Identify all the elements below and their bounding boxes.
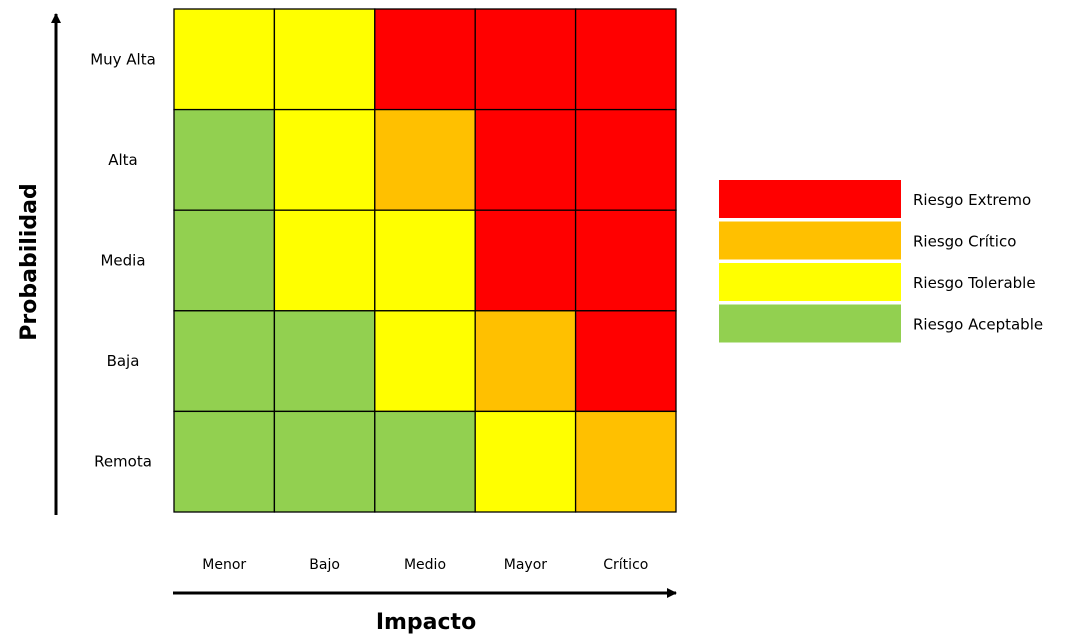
risk-cell-extremo bbox=[374, 8, 476, 111]
risk-cell-extremo bbox=[474, 8, 577, 111]
risk-cell-extremo bbox=[574, 209, 677, 312]
risk-grid bbox=[173, 8, 677, 513]
legend: Riesgo Extremo Riesgo Crítico Riesgo Toler… bbox=[719, 180, 1043, 343]
risk-cell-extremo bbox=[574, 310, 677, 413]
risk-cell-tolerable bbox=[173, 8, 276, 111]
risk-cell-aceptable bbox=[173, 310, 276, 413]
risk-cell-tolerable bbox=[374, 310, 476, 413]
column-labels: Menor Bajo Medio Mayor Crítico bbox=[202, 557, 648, 573]
risk-cell-tolerable bbox=[273, 8, 376, 111]
risk-cell-extremo bbox=[574, 108, 677, 211]
column-label: Menor bbox=[202, 557, 246, 573]
risk-cell-tolerable bbox=[273, 108, 376, 211]
row-labels: Muy Alta Alta Media Baja Remota bbox=[90, 50, 156, 470]
row-label: Media bbox=[100, 252, 145, 270]
column-label: Medio bbox=[404, 557, 446, 573]
risk-cell-aceptable bbox=[273, 410, 376, 513]
risk-cell-aceptable bbox=[173, 209, 276, 312]
y-axis-title: Probabilidad bbox=[17, 183, 42, 340]
legend-label-extremo: Riesgo Extremo bbox=[913, 191, 1031, 209]
risk-cell-critico bbox=[474, 310, 577, 413]
risk-cell-critico bbox=[574, 410, 677, 513]
legend-swatch-tolerable bbox=[719, 263, 901, 301]
column-label: Bajo bbox=[309, 557, 340, 573]
risk-cell-aceptable bbox=[374, 410, 476, 513]
risk-cell-aceptable bbox=[173, 108, 276, 211]
risk-cell-tolerable bbox=[273, 209, 376, 312]
risk-cell-extremo bbox=[474, 209, 577, 312]
x-axis-title: Impacto bbox=[376, 610, 476, 635]
risk-cell-tolerable bbox=[474, 410, 577, 513]
legend-label-tolerable: Riesgo Tolerable bbox=[913, 274, 1036, 292]
legend-label-critico: Riesgo Crítico bbox=[913, 233, 1016, 251]
row-label: Baja bbox=[107, 352, 140, 370]
risk-cell-aceptable bbox=[273, 310, 376, 413]
risk-cell-extremo bbox=[474, 108, 577, 211]
risk-cell-aceptable bbox=[173, 410, 276, 513]
row-label: Muy Alta bbox=[90, 50, 156, 68]
legend-swatch-extremo bbox=[719, 180, 901, 218]
row-label: Alta bbox=[108, 151, 138, 169]
column-label: Mayor bbox=[504, 557, 548, 573]
column-label: Crítico bbox=[603, 557, 648, 573]
risk-cell-critico bbox=[374, 108, 476, 211]
risk-cell-extremo bbox=[574, 8, 677, 111]
legend-label-aceptable: Riesgo Aceptable bbox=[913, 316, 1043, 334]
legend-swatch-critico bbox=[719, 221, 901, 260]
risk-cell-tolerable bbox=[374, 209, 476, 312]
row-label: Remota bbox=[94, 453, 152, 471]
legend-swatch-aceptable bbox=[719, 304, 901, 343]
